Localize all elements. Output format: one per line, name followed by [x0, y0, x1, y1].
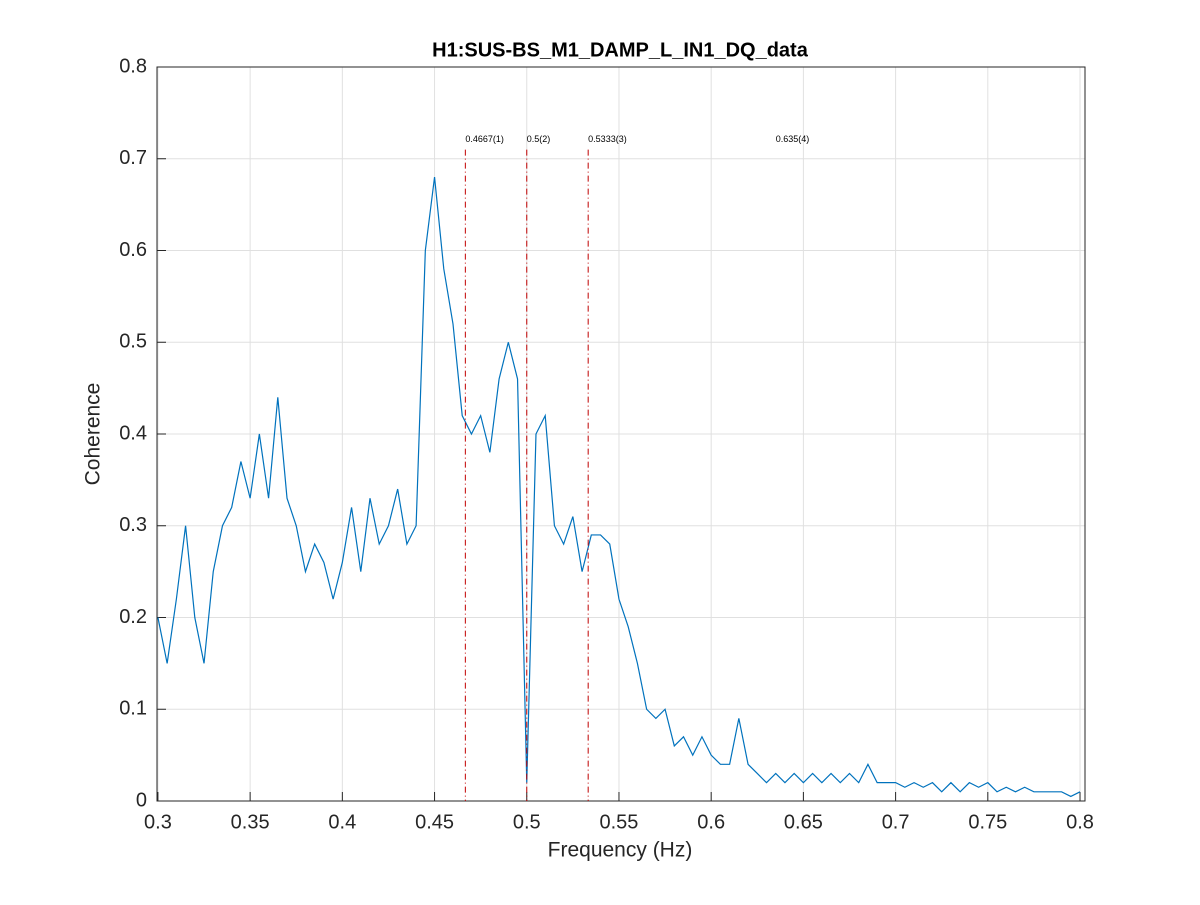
y-tick-label: 0.1	[119, 698, 147, 720]
y-tick-label: 0.8	[119, 55, 147, 77]
y-tick-label: 0.2	[119, 606, 147, 628]
chart-title: H1:SUS-BS_M1_DAMP_L_IN1_DQ_data	[432, 39, 809, 61]
annotation-label: 0.635(4)	[776, 134, 810, 144]
x-tick-label: 0.4	[328, 811, 356, 833]
annotation-label: 0.5333(3)	[588, 134, 627, 144]
x-tick-label: 0.35	[231, 811, 270, 833]
y-tick-label: 0.3	[119, 514, 147, 536]
x-tick-label: 0.65	[784, 811, 823, 833]
annotation-label: 0.5(2)	[527, 134, 551, 144]
y-tick-label: 0	[136, 789, 147, 811]
x-tick-label: 0.3	[144, 811, 172, 833]
data-line	[157, 177, 1081, 798]
y-tick-label: 0.7	[119, 147, 147, 169]
x-tick-label: 0.75	[968, 811, 1007, 833]
y-tick-label: 0.6	[119, 239, 147, 261]
x-tick-label: 0.8	[1066, 811, 1094, 833]
y-axis-label: Coherence	[82, 383, 105, 486]
x-tick-label: 0.55	[600, 811, 639, 833]
annotation-label: 0.4667(1)	[465, 134, 504, 144]
x-axis-label: Frequency (Hz)	[548, 839, 693, 862]
x-tick-label: 0.45	[415, 811, 454, 833]
y-tick-label: 0.5	[119, 331, 147, 353]
axes-box	[156, 66, 1086, 802]
x-tick-label: 0.7	[882, 811, 910, 833]
x-tick-label: 0.6	[697, 811, 725, 833]
x-tick-label: 0.5	[513, 811, 541, 833]
y-tick-label: 0.4	[119, 422, 147, 444]
